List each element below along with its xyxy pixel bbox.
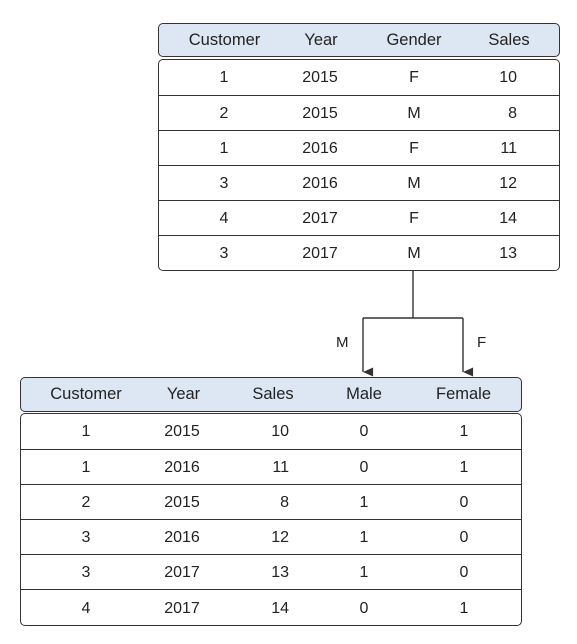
cell-customer: 2	[81, 493, 91, 511]
cell-gender: M	[407, 245, 421, 262]
cell-year: 2016	[302, 174, 338, 192]
cell-customer: 1	[81, 458, 91, 476]
table-row: 4 2017 F 14	[159, 200, 559, 236]
cell-sales: 13	[499, 245, 517, 262]
cell-customer: 1	[81, 422, 91, 440]
cell-male: 0	[359, 458, 369, 476]
header-customer: Customer	[188, 30, 261, 49]
header-female: Female	[435, 385, 492, 403]
table-row: 1 2015 10 0 1	[21, 414, 521, 449]
top-table-header: Customer Year Gender Sales	[158, 23, 560, 57]
table-row: 3 2017 13 1 0	[21, 554, 521, 590]
table-row: 3 2016 12 1 0	[21, 519, 521, 555]
cell-year: 2016	[164, 528, 200, 546]
cell-year: 2015	[164, 422, 200, 440]
cell-customer: 3	[219, 174, 229, 192]
cell-year: 2017	[302, 209, 338, 227]
header-gender: Gender	[386, 30, 442, 49]
header-year: Year	[166, 385, 201, 403]
top-table-body: 1 2015 F 10 2 2015 M 8 1 2016 F 11 3 201…	[158, 59, 560, 271]
cell-sales: 12	[271, 528, 289, 546]
cell-female: 1	[459, 458, 469, 476]
cell-female: 0	[459, 563, 469, 581]
cell-customer: 2	[219, 104, 229, 122]
cell-male: 0	[359, 599, 369, 617]
cell-male: 0	[359, 422, 369, 440]
cell-sales: 13	[271, 563, 289, 581]
cell-male: 1	[359, 493, 369, 511]
cell-customer: 1	[219, 68, 229, 86]
cell-customer: 4	[219, 209, 229, 227]
cell-female: 1	[459, 599, 469, 617]
table-row: 2 2015 8 1 0	[21, 484, 521, 520]
split-label-female: F	[477, 334, 487, 351]
cell-gender: F	[409, 209, 419, 227]
cell-sales: 10	[271, 422, 289, 440]
table-row: 1 2015 F 10	[159, 60, 559, 95]
cell-gender: M	[407, 174, 421, 192]
cell-customer: 1	[219, 139, 229, 157]
cell-year: 2015	[302, 104, 338, 122]
cell-female: 1	[459, 422, 469, 440]
cell-gender: F	[409, 139, 419, 157]
cell-customer: 3	[219, 245, 229, 262]
cell-year: 2015	[164, 493, 200, 511]
cell-female: 0	[459, 493, 469, 511]
cell-gender: M	[407, 104, 421, 122]
cell-customer: 4	[81, 599, 91, 617]
header-customer: Customer	[50, 385, 122, 403]
table-row: 1 2016 F 11	[159, 130, 559, 166]
cell-year: 2016	[164, 458, 200, 476]
cell-customer: 3	[81, 528, 91, 546]
table-row: 4 2017 14 0 1	[21, 589, 521, 625]
cell-year: 2015	[302, 68, 338, 86]
table-row: 1 2016 11 0 1	[21, 449, 521, 485]
header-sales: Sales	[488, 30, 530, 49]
cell-male: 1	[359, 528, 369, 546]
top-table: Customer Year Gender Sales 1 2015 F 10 2…	[158, 23, 560, 271]
bottom-table-body: 1 2015 10 0 1 1 2016 11 0 1 2 2015 8 1 0…	[20, 413, 522, 626]
cell-sales: 11	[272, 458, 289, 476]
bottom-table: Customer Year Sales Male Female 1 2015 1…	[20, 377, 522, 626]
cell-sales: 10	[499, 68, 517, 86]
cell-year: 2017	[164, 599, 200, 617]
cell-sales: 14	[271, 599, 289, 617]
cell-sales: 11	[500, 139, 517, 157]
cell-year: 2017	[164, 563, 200, 581]
cell-sales: 14	[499, 209, 517, 227]
header-year: Year	[304, 30, 338, 49]
cell-male: 1	[359, 563, 369, 581]
cell-sales: 8	[508, 104, 517, 122]
split-label-male: M	[336, 334, 349, 351]
table-row: 3 2016 M 12	[159, 165, 559, 201]
cell-customer: 3	[81, 563, 91, 581]
table-row: 3 2017 M 13	[159, 235, 559, 270]
cell-gender: F	[409, 68, 419, 86]
header-sales: Sales	[252, 385, 294, 403]
cell-female: 0	[459, 528, 469, 546]
cell-year: 2016	[302, 139, 338, 157]
bottom-table-header: Customer Year Sales Male Female	[20, 377, 522, 412]
cell-sales: 8	[280, 493, 289, 511]
header-male: Male	[346, 385, 382, 403]
cell-year: 2017	[302, 245, 338, 262]
table-row: 2 2015 M 8	[159, 95, 559, 131]
cell-sales: 12	[499, 174, 517, 192]
